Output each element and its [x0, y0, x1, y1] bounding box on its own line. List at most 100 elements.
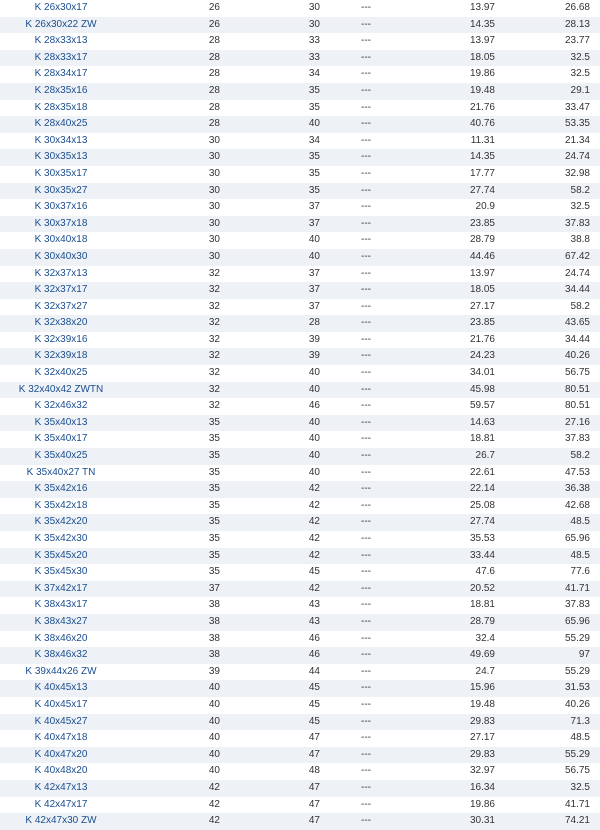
- cell-name[interactable]: K 38x43x17: [0, 597, 130, 614]
- cell-d1: 35: [130, 431, 230, 448]
- cell-v2: 37.83: [505, 216, 600, 233]
- cell-name[interactable]: K 35x42x18: [0, 498, 130, 515]
- cell-name[interactable]: K 40x47x20: [0, 747, 130, 764]
- cell-name[interactable]: K 35x40x13: [0, 415, 130, 432]
- cell-v1: 49.69: [410, 647, 505, 664]
- cell-d3: ---: [330, 299, 410, 316]
- table-row: K 42x47x134247---16.3432.5: [0, 780, 600, 797]
- table-row: K 35x40x133540---14.6327.16: [0, 415, 600, 432]
- cell-v2: 43.65: [505, 315, 600, 332]
- cell-name[interactable]: K 32x40x42 ZWTN: [0, 382, 130, 399]
- cell-v1: 29.83: [410, 714, 505, 731]
- cell-v1: 23.85: [410, 315, 505, 332]
- cell-name[interactable]: K 32x39x16: [0, 332, 130, 349]
- cell-name[interactable]: K 30x40x30: [0, 249, 130, 266]
- cell-name[interactable]: K 32x38x20: [0, 315, 130, 332]
- cell-name[interactable]: K 38x46x32: [0, 647, 130, 664]
- cell-v1: 28.79: [410, 614, 505, 631]
- cell-d2: 37: [230, 299, 330, 316]
- cell-name[interactable]: K 28x35x18: [0, 100, 130, 117]
- cell-name[interactable]: K 26x30x22 ZW: [0, 17, 130, 34]
- cell-v2: 31.53: [505, 680, 600, 697]
- cell-name[interactable]: K 32x40x25: [0, 365, 130, 382]
- cell-v1: 32.97: [410, 763, 505, 780]
- cell-name[interactable]: K 30x37x16: [0, 199, 130, 216]
- cell-name[interactable]: K 40x48x20: [0, 763, 130, 780]
- cell-name[interactable]: K 28x35x16: [0, 83, 130, 100]
- cell-v2: 32.5: [505, 50, 600, 67]
- cell-name[interactable]: K 32x37x27: [0, 299, 130, 316]
- cell-d1: 40: [130, 730, 230, 747]
- cell-name[interactable]: K 35x40x25: [0, 448, 130, 465]
- cell-name[interactable]: K 35x42x30: [0, 531, 130, 548]
- cell-v2: 55.29: [505, 747, 600, 764]
- bearing-table: K 26x30x172630---13.9726.68K 26x30x22 ZW…: [0, 0, 600, 830]
- cell-name[interactable]: K 35x42x16: [0, 481, 130, 498]
- table-row: K 30x34x133034---11.3121.34: [0, 133, 600, 150]
- cell-name[interactable]: K 42x47x30 ZW: [0, 813, 130, 830]
- cell-name[interactable]: K 30x40x18: [0, 232, 130, 249]
- cell-d3: ---: [330, 398, 410, 415]
- cell-d3: ---: [330, 33, 410, 50]
- cell-d1: 30: [130, 166, 230, 183]
- table-row: K 32x39x163239---21.7634.44: [0, 332, 600, 349]
- cell-name[interactable]: K 39x44x26 ZW: [0, 664, 130, 681]
- cell-v2: 48.5: [505, 730, 600, 747]
- cell-name[interactable]: K 35x42x20: [0, 514, 130, 531]
- cell-v1: 47.6: [410, 564, 505, 581]
- cell-d3: ---: [330, 83, 410, 100]
- cell-d2: 45: [230, 714, 330, 731]
- cell-name[interactable]: K 40x45x17: [0, 697, 130, 714]
- table-row: K 38x46x203846---32.455.29: [0, 631, 600, 648]
- cell-name[interactable]: K 35x40x27 TN: [0, 465, 130, 482]
- cell-name[interactable]: K 37x42x17: [0, 581, 130, 598]
- cell-d2: 42: [230, 581, 330, 598]
- cell-v2: 58.2: [505, 448, 600, 465]
- cell-name[interactable]: K 35x40x17: [0, 431, 130, 448]
- cell-d2: 40: [230, 116, 330, 133]
- cell-d2: 39: [230, 332, 330, 349]
- cell-d1: 28: [130, 33, 230, 50]
- cell-name[interactable]: K 38x46x20: [0, 631, 130, 648]
- cell-name[interactable]: K 26x30x17: [0, 0, 130, 17]
- cell-name[interactable]: K 32x46x32: [0, 398, 130, 415]
- cell-name[interactable]: K 28x40x25: [0, 116, 130, 133]
- cell-d2: 47: [230, 730, 330, 747]
- cell-d1: 35: [130, 531, 230, 548]
- cell-d3: ---: [330, 614, 410, 631]
- cell-name[interactable]: K 40x45x27: [0, 714, 130, 731]
- cell-name[interactable]: K 28x33x17: [0, 50, 130, 67]
- cell-name[interactable]: K 32x37x17: [0, 282, 130, 299]
- cell-d1: 30: [130, 216, 230, 233]
- cell-name[interactable]: K 28x34x17: [0, 66, 130, 83]
- cell-v1: 27.74: [410, 183, 505, 200]
- cell-name[interactable]: K 30x35x17: [0, 166, 130, 183]
- cell-name[interactable]: K 35x45x20: [0, 548, 130, 565]
- cell-d2: 40: [230, 465, 330, 482]
- cell-d3: ---: [330, 664, 410, 681]
- cell-name[interactable]: K 32x39x18: [0, 348, 130, 365]
- cell-d1: 35: [130, 498, 230, 515]
- cell-v1: 32.4: [410, 631, 505, 648]
- table-row: K 38x43x273843---28.7965.96: [0, 614, 600, 631]
- cell-name[interactable]: K 28x33x13: [0, 33, 130, 50]
- cell-name[interactable]: K 40x47x18: [0, 730, 130, 747]
- cell-d3: ---: [330, 631, 410, 648]
- cell-name[interactable]: K 30x37x18: [0, 216, 130, 233]
- cell-name[interactable]: K 30x35x13: [0, 149, 130, 166]
- cell-v1: 18.81: [410, 597, 505, 614]
- cell-name[interactable]: K 32x37x13: [0, 266, 130, 283]
- cell-d2: 28: [230, 315, 330, 332]
- cell-name[interactable]: K 38x43x27: [0, 614, 130, 631]
- cell-name[interactable]: K 30x34x13: [0, 133, 130, 150]
- cell-name[interactable]: K 35x45x30: [0, 564, 130, 581]
- cell-name[interactable]: K 42x47x13: [0, 780, 130, 797]
- cell-d3: ---: [330, 680, 410, 697]
- cell-name[interactable]: K 30x35x27: [0, 183, 130, 200]
- cell-d3: ---: [330, 465, 410, 482]
- cell-v1: 24.23: [410, 348, 505, 365]
- cell-name[interactable]: K 42x47x17: [0, 797, 130, 814]
- cell-d3: ---: [330, 116, 410, 133]
- cell-name[interactable]: K 40x45x13: [0, 680, 130, 697]
- table-row: K 35x42x163542---22.1436.38: [0, 481, 600, 498]
